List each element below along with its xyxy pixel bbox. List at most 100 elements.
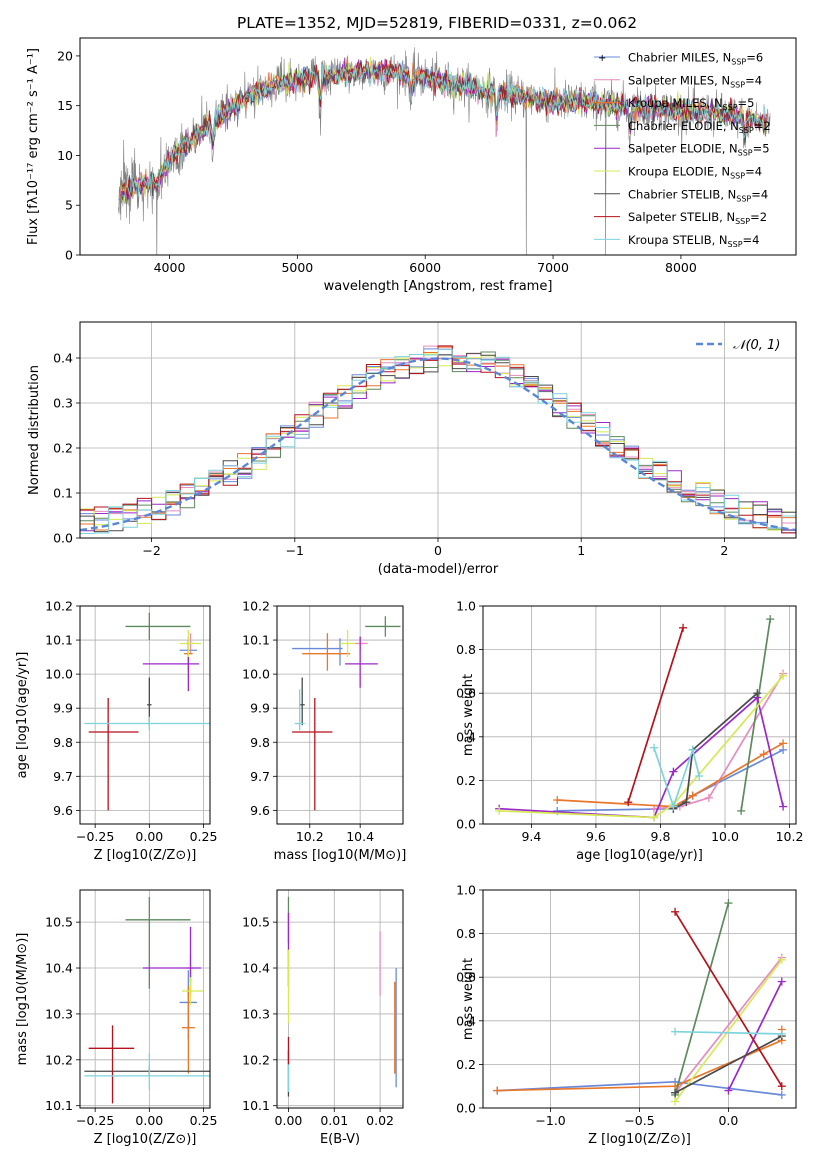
x-tick-label: 0.00 [135, 829, 163, 844]
y-tick-label: 0.3 [53, 396, 73, 411]
weight-marker [777, 1090, 786, 1099]
x-axis-label: (data-model)/error [378, 562, 499, 577]
weight-marker [650, 743, 659, 752]
axes: −1.0 −0.5 0.0 0.0 0.2 0.4 0.6 0.8 1.0 Z [log10(Z/… [456, 883, 797, 1147]
y-tick-label: 0.0 [456, 1101, 476, 1116]
legend-model-name: Salpeter ELODIE, N [628, 142, 738, 156]
y-tick-label: 10.0 [45, 667, 73, 682]
axes-frame [482, 889, 797, 1109]
legend-label: Chabrier MILES, NSSP=6 [628, 51, 763, 67]
y-tick-label: 0.4 [53, 351, 73, 366]
legend-nssp-value: =4 [743, 233, 760, 247]
plot-area [118, 47, 771, 255]
errorbar-point-6 [340, 629, 356, 658]
weight-marker [679, 623, 688, 632]
y-tick-label: 9.9 [53, 701, 73, 716]
weight-marker [671, 1097, 680, 1106]
x-tick-label: 10.2 [296, 829, 324, 844]
legend-subscript: SSP [736, 194, 751, 203]
x-tick-label: 0.02 [366, 1113, 394, 1128]
axes-frame [79, 321, 797, 539]
weight-series-line-8 [674, 911, 783, 1087]
legend-nssp-value: =6 [746, 51, 763, 65]
plot-area [493, 899, 786, 1106]
y-tick-label: 0.6 [456, 686, 476, 701]
y-axis-label: Normed distribution [27, 365, 42, 495]
y-tick-label: 0.1 [53, 486, 73, 501]
legend-label: Salpeter STELIB, NSSP=2 [628, 210, 767, 226]
x-tick-label: 0.00 [135, 1113, 163, 1128]
weight-vs-age-panel: 9.4 9.6 9.8 10.0 10.2 0.0 0.2 0.4 0.6 0.8 1.0 age [… [456, 599, 803, 864]
weight-series-line-5 [499, 696, 784, 819]
y-tick-label: 0.4 [456, 1013, 476, 1028]
x-axis-label: mass [log10(M/M⊙)] [274, 848, 407, 863]
legend-label: Kroupa STELIB, NSSP=4 [628, 233, 759, 249]
weight-marker [779, 802, 788, 811]
x-tick-label: −2 [142, 543, 160, 558]
legend-subscript: SSP [738, 149, 753, 158]
weight-marker [671, 1027, 680, 1036]
errorbar-point-1 [292, 638, 343, 666]
y-tick-label: 9.9 [250, 701, 270, 716]
y-tick-label: 0.0 [53, 531, 73, 546]
errorbar-point-7 [299, 677, 305, 726]
legend-model-name: Salpeter STELIB, N [628, 210, 735, 224]
legend-nssp-value: =4 [745, 165, 762, 179]
errorbar-point-9 [84, 1052, 210, 1090]
x-tick-label: 9.8 [651, 829, 671, 844]
weight-marker [724, 899, 733, 908]
x-tick-label: 2 [720, 543, 728, 558]
weight-marker [682, 798, 691, 807]
x-axis-label: Z [log10(Z/Z⊙)] [588, 1132, 691, 1147]
errorbar-point-3 [181, 986, 195, 1074]
y-axis-label: Flux [fλ10⁻¹⁷ erg cm⁻² s⁻¹ A⁻¹] [26, 48, 41, 245]
errorbar-point-5 [345, 636, 378, 688]
axes: −0.25 0.00 0.25 9.6 9.7 9.8 9.9 10.0 10.1 10.2 Z [… [15, 599, 217, 864]
y-tick-label: 9.7 [250, 769, 270, 784]
model-fit-line-9 [122, 61, 767, 198]
y-tick-label: 10.0 [242, 667, 270, 682]
x-tick-label: −1 [286, 543, 304, 558]
axes-frame [276, 605, 404, 825]
normal-reference-curve [80, 357, 796, 532]
legend-nssp-value: =4 [751, 187, 768, 201]
axes-frame [79, 889, 211, 1109]
plot-area [495, 615, 788, 822]
legend-label: Kroupa MILES, NSSP=5 [628, 96, 754, 112]
x-tick-label: −0.25 [76, 1113, 114, 1128]
weight-series-line-4 [674, 902, 730, 1096]
axes: 10.2 10.4 9.6 9.7 9.8 9.9 10.0 10.1 10.2 mass [lo… [242, 599, 406, 864]
weight-series-line-8 [627, 627, 684, 803]
legend-label: Salpeter MILES, NSSP=4 [628, 73, 762, 89]
y-tick-label: 9.6 [53, 803, 73, 818]
x-tick-label: −0.25 [76, 829, 114, 844]
errorbar-point-4 [125, 896, 191, 989]
weight-marker [671, 1088, 680, 1097]
legend-label: Kroupa ELODIE, NSSP=4 [628, 165, 762, 181]
legend-label: Salpeter ELODIE, NSSP=5 [628, 142, 770, 158]
y-tick-label: 10.1 [242, 1098, 270, 1113]
errorbar-point-5 [142, 926, 202, 996]
x-axis-label: wavelength [Angstrom, rest frame] [324, 279, 553, 294]
axes: −2 −1 0 1 2 0.0 0.1 0.2 0.3 0.4 (data-model)/error… [27, 321, 797, 577]
plot-area [84, 896, 210, 1104]
legend-subscript: SSP [735, 217, 750, 226]
weight-marker [777, 977, 786, 986]
legend-label: Chabrier ELODIE, NSSP=2 [628, 119, 771, 135]
y-axis-label: age [log10(age/yr)] [15, 652, 30, 779]
y-tick-label: 10.5 [45, 915, 73, 930]
residuals-legend: 𝒩(0, 1) [696, 338, 780, 353]
x-tick-label: 10.0 [711, 829, 739, 844]
x-tick-label: 4000 [154, 260, 186, 275]
weight-series-line-4 [740, 618, 772, 812]
legend-subscript: SSP [730, 80, 745, 89]
axes: −0.25 0.00 0.25 10.1 10.2 10.3 10.4 10.5 Z [log1… [15, 889, 217, 1147]
residuals-panel: −2 −1 0 1 2 0.0 0.1 0.2 0.3 0.4 (data-model)/error… [27, 321, 797, 577]
x-axis-label: age [log10(age/yr)] [576, 848, 703, 863]
mass-vs-metallicity-panel: −0.25 0.00 0.25 10.1 10.2 10.3 10.4 10.5 Z [log1… [15, 889, 217, 1147]
y-tick-label: 0.0 [456, 817, 476, 832]
plot-area [84, 612, 210, 811]
weight-marker [553, 796, 562, 805]
weight-series-line-7 [674, 1035, 783, 1094]
